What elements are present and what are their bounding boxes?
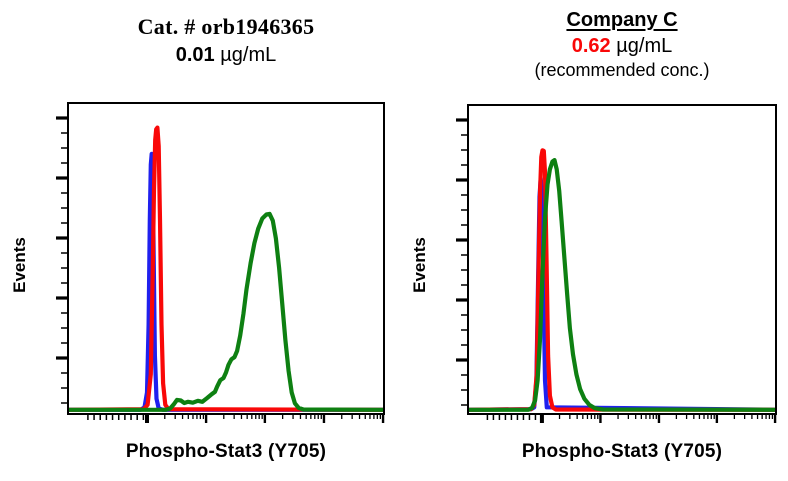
left-panel-concentration: 0.01 µg/mL	[68, 43, 384, 68]
right-flow-histogram-plot	[456, 104, 777, 423]
right-xlabel: Phospho-Stat3 (Y705)	[521, 441, 723, 462]
left-panel-title: Cat. # orb1946365	[137, 14, 315, 39]
right-panel-concentration: 0.62 µg/mL	[468, 34, 776, 59]
right-panel-title: Company C	[566, 9, 678, 31]
right-conc-value: 0.62	[571, 35, 611, 57]
left-xlabel: Phospho-Stat3 (Y705)	[125, 441, 327, 462]
right-panel-header: Company C 0.62 µg/mL (recommended conc.)	[468, 8, 776, 82]
left-panel-header: Cat. # orb1946365 0.01 µg/mL	[68, 14, 384, 68]
left-conc-unit: µg/mL	[214, 44, 277, 66]
right-conc-note: (recommended conc.)	[534, 60, 710, 80]
left-flow-histogram-plot	[56, 102, 385, 423]
right-ylabel-events: Events	[410, 237, 429, 293]
left-ylabel-events: Events	[10, 237, 29, 293]
left-conc-value: 0.01	[175, 44, 215, 66]
right-conc-unit: µg/mL	[610, 35, 673, 57]
